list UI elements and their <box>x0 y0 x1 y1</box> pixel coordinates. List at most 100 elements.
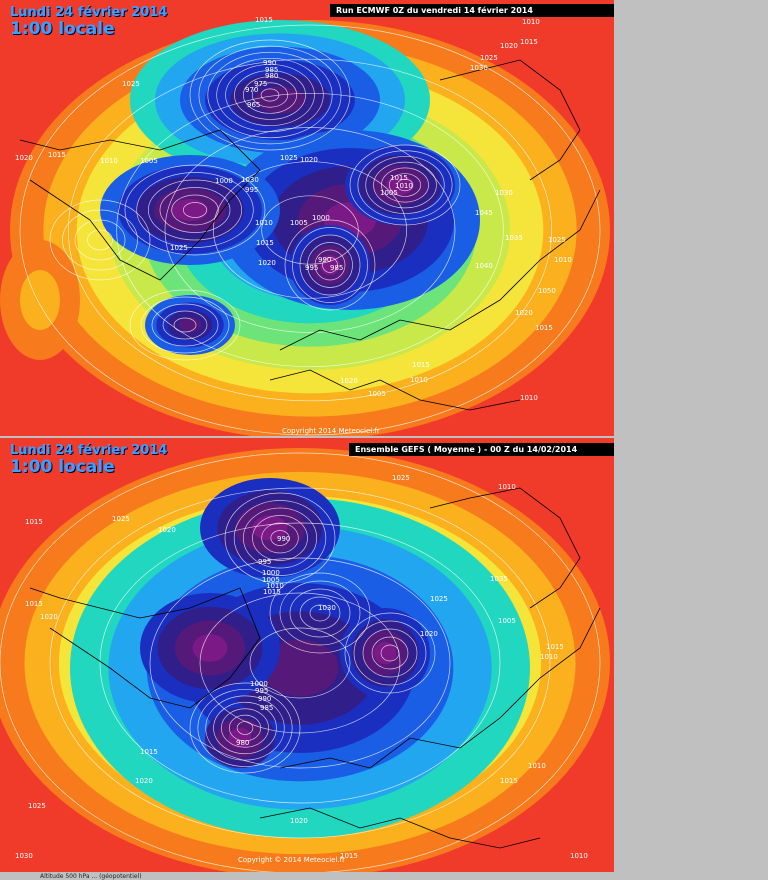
isobar-line <box>149 557 451 769</box>
pressure-label: 1025 <box>122 80 140 88</box>
pressure-label: 980 <box>265 72 278 80</box>
run-info-bar: Run ECMWF 0Z du vendredi 14 février 2014 <box>330 4 614 17</box>
pressure-label: 1040 <box>475 262 493 270</box>
pressure-label: 1020 <box>135 777 153 785</box>
isobar-line <box>197 689 293 767</box>
pressure-label: 965 <box>247 101 260 109</box>
isobar-line <box>140 296 230 354</box>
pressure-label: 975 <box>254 80 267 88</box>
pressure-label: 990 <box>277 535 290 543</box>
pressure-label: 1030 <box>15 852 33 860</box>
ecmwf-map-panel: 1015 1010 1015 990 985 980 975 970 965 1025 1020 10… <box>0 0 614 436</box>
pressure-band <box>373 641 397 665</box>
isobar-line <box>162 310 208 340</box>
pressure-label: 1000 <box>215 177 233 185</box>
pressure-label: 990 <box>263 59 276 67</box>
pressure-label: 1030 <box>318 604 336 612</box>
isobar-line <box>234 70 306 120</box>
pressure-label: 1015 <box>255 16 273 24</box>
pressure-label: 1045 <box>475 209 493 217</box>
isobar-line <box>261 522 299 554</box>
isobar-line <box>19 24 601 436</box>
pressure-label: 1020 <box>300 156 318 164</box>
map-date: Lundi 24 février 2014 <box>10 443 168 458</box>
pressure-label: 995 <box>305 264 318 272</box>
isobar-line <box>289 588 351 638</box>
isobar-line <box>205 695 285 761</box>
pressure-label: 1010 <box>100 157 118 165</box>
run-info-bar: Ensemble GEFS ( Moyenne ) - 00 Z du 14/0… <box>349 443 614 456</box>
footer-caption: Altitude 500 hPa ... (géopotentiel) <box>40 873 142 880</box>
pressure-label: 995 <box>245 186 258 194</box>
pressure-label: 1015 <box>25 518 43 526</box>
coastline <box>279 607 601 769</box>
pressure-label: 1010 <box>522 18 540 26</box>
isobar-line <box>322 257 338 273</box>
pressure-label: 1005 <box>368 390 386 398</box>
coastline <box>19 129 261 281</box>
copyright: Copyright 2014 Meteociel.fr <box>282 427 380 435</box>
isobar-line <box>349 144 461 226</box>
pressure-label: 1005 <box>262 576 280 584</box>
isobar-line <box>292 227 368 303</box>
pressure-label: 1015 <box>390 174 408 182</box>
isobar-line <box>74 219 126 261</box>
pressure-label: 1010 <box>255 219 273 227</box>
isobar-line <box>307 242 353 288</box>
isobar-line <box>87 229 113 251</box>
pressure-label: 1000 <box>312 214 330 222</box>
pressure-band <box>172 199 208 221</box>
isobar-line <box>225 64 315 126</box>
pressure-label: 1020 <box>500 42 518 50</box>
pressure-label: 1015 <box>340 852 358 860</box>
pressure-label: 1015 <box>546 643 564 651</box>
pressure-label: 1005 <box>498 617 516 625</box>
pressure-label: 995 <box>255 687 268 695</box>
copyright: Copyright © 2014 Meteociel.fr <box>238 856 345 864</box>
pressure-label: 1010 <box>570 852 588 860</box>
isobar-line <box>309 604 331 622</box>
pressure-label: 1010 <box>498 483 516 491</box>
gefs-map-panel: 1015 1025 1020 1015 1020 1010 1025 990 995 1000 10… <box>0 438 614 872</box>
pressure-label: 995 <box>258 558 271 566</box>
pressure-label: 1020 <box>420 630 438 638</box>
isobar-line <box>228 714 262 742</box>
coastline <box>259 807 541 849</box>
pressure-label: 1010 <box>410 376 428 384</box>
coastline <box>29 587 261 709</box>
pressure-label: 985 <box>265 66 278 74</box>
isobar-line <box>189 682 301 774</box>
pressure-label: 1010 <box>528 762 546 770</box>
isobar-line <box>380 644 400 662</box>
isobar-line <box>270 530 290 546</box>
pressure-label: 1015 <box>140 748 158 756</box>
pressure-label: 1020 <box>40 613 58 621</box>
isobar-line <box>49 487 551 839</box>
pressure-label: 1025 <box>480 54 498 62</box>
isobar-line <box>99 522 501 804</box>
pressure-label: 980 <box>236 739 249 747</box>
pressure-band <box>20 270 60 330</box>
isobar-line <box>357 150 453 220</box>
pressure-label: 1025 <box>430 595 448 603</box>
isobar-line <box>189 39 351 151</box>
pressure-label: 990 <box>318 256 331 264</box>
isobar-line <box>314 249 346 281</box>
pressure-band <box>320 255 340 275</box>
coastline <box>439 59 581 181</box>
pressure-label: 1025 <box>548 236 566 244</box>
pressure-label: 1025 <box>280 154 298 162</box>
pressure-label: 1010 <box>540 653 558 661</box>
pressure-label: 1015 <box>263 588 281 596</box>
pressure-label: 1025 <box>392 474 410 482</box>
isobar-line <box>129 289 241 361</box>
isobar-line <box>365 156 445 214</box>
isobar-line <box>224 492 336 584</box>
coastline <box>279 189 601 351</box>
pressure-label: 1015 <box>535 324 553 332</box>
map-date: Lundi 24 février 2014 <box>10 5 168 20</box>
pressure-label: 1005 <box>290 219 308 227</box>
isobar-line <box>124 164 266 256</box>
isobar-line <box>67 58 553 402</box>
pressure-label: 1025 <box>28 802 46 810</box>
